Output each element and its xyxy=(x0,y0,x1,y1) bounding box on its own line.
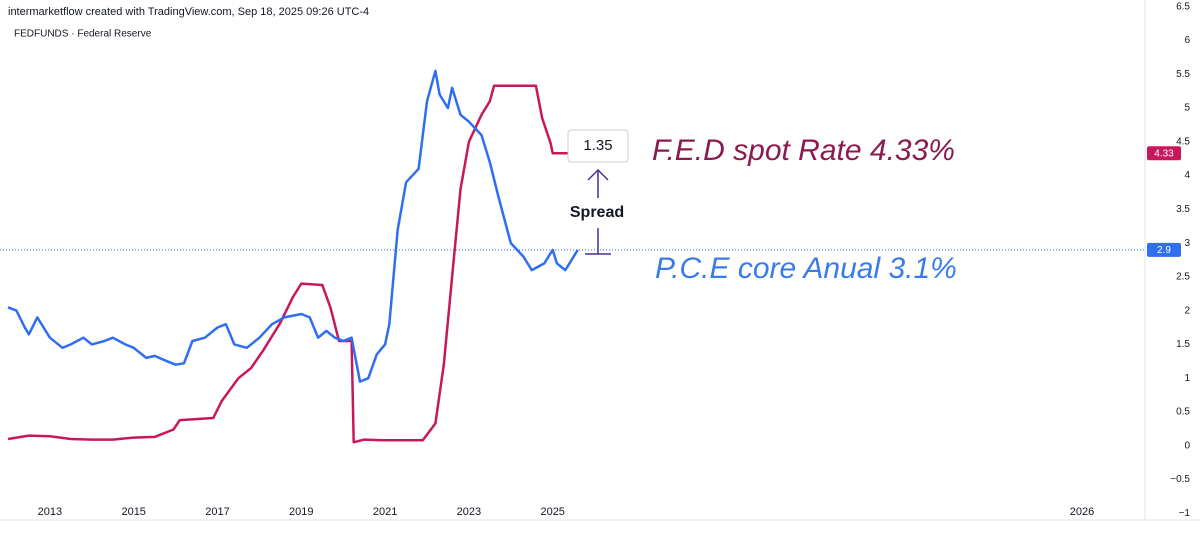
pce-annotation: P.C.E core Anual 3.1% xyxy=(655,252,957,285)
y-tick-label: 2 xyxy=(1184,305,1190,316)
price-label: 4.33 xyxy=(1154,148,1174,159)
y-tick-label: 0 xyxy=(1184,440,1190,451)
y-tick-label: 3.5 xyxy=(1176,204,1190,215)
attribution: intermarketflow created with TradingView… xyxy=(8,6,369,18)
series-line xyxy=(7,69,579,383)
y-tick-label: −1 xyxy=(1179,508,1191,519)
y-tick-label: 0.5 xyxy=(1176,407,1190,418)
x-tick-label: 2013 xyxy=(38,506,62,518)
x-tick-label: 2025 xyxy=(540,506,564,518)
y-tick-label: 5 xyxy=(1184,103,1190,114)
y-tick-label: 2.5 xyxy=(1176,272,1190,283)
y-tick-label: 5.5 xyxy=(1176,69,1190,80)
x-tick-label: 2019 xyxy=(289,506,313,518)
y-tick-label: 6 xyxy=(1184,35,1190,46)
y-tick-label: 4 xyxy=(1184,170,1190,181)
price-label: 2.9 xyxy=(1157,245,1171,256)
arrow-head xyxy=(587,168,609,181)
y-tick-label: 1.5 xyxy=(1176,339,1190,350)
x-tick-label: 2015 xyxy=(121,506,145,518)
x-tick-label: 2021 xyxy=(373,506,397,518)
spread-label: Spread xyxy=(570,204,624,221)
series-line xyxy=(7,84,578,444)
spread-value: 1.35 xyxy=(583,137,612,154)
x-tick-label: 2017 xyxy=(205,506,229,518)
x-tick-label: 2023 xyxy=(457,506,481,518)
value-box xyxy=(567,129,629,163)
y-tick-label: 3 xyxy=(1184,238,1190,249)
price-label-box xyxy=(1147,146,1181,161)
x-tick-label: 2026 xyxy=(1070,506,1094,518)
price-label-box xyxy=(1147,242,1181,257)
fed-annotation: F.E.D spot Rate 4.33% xyxy=(652,134,955,167)
y-tick-label: 1 xyxy=(1184,373,1190,384)
y-tick-label: −0.5 xyxy=(1170,474,1190,485)
y-tick-label: 6.5 xyxy=(1176,1,1190,12)
y-tick-label: 4.5 xyxy=(1176,136,1190,147)
chart-title: FEDFUNDS · Federal Reserve xyxy=(14,29,152,40)
